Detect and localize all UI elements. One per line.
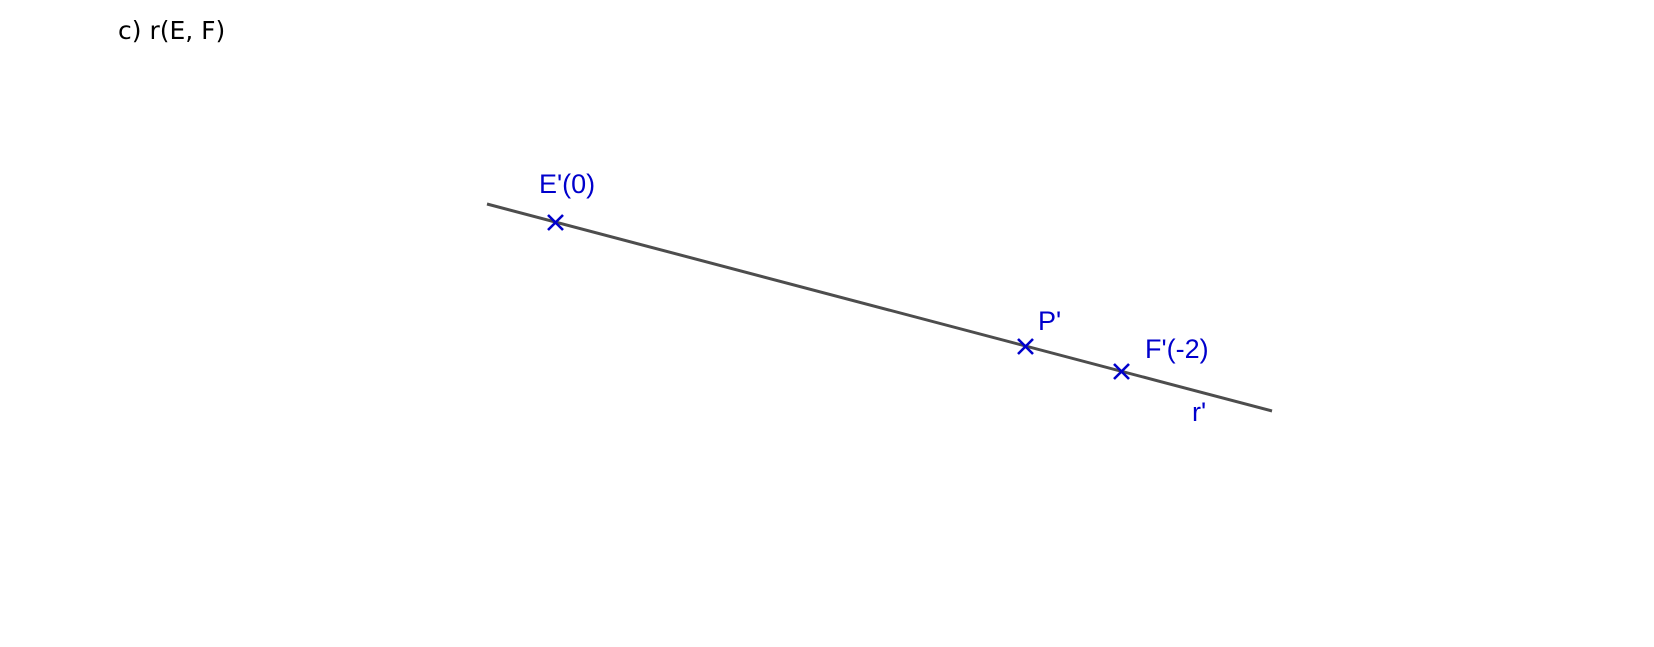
point-p-prime-label: P' [1038,306,1061,336]
cross-mark-icon [1113,363,1130,380]
point-p-prime[interactable]: P' [1017,306,1061,355]
line-r-prime [486,202,1273,413]
line-r-prime-label: r' [1192,397,1206,427]
part-heading: c) r(E, F) [118,16,226,45]
point-e-prime-label: E'(0) [539,169,595,199]
point-e-prime[interactable]: E'(0) [539,169,595,231]
point-f-prime-label: F'(-2) [1145,334,1209,364]
cross-mark-icon [1017,338,1034,355]
point-f-prime[interactable]: F'(-2) [1113,334,1209,380]
cross-mark-icon [547,214,564,231]
